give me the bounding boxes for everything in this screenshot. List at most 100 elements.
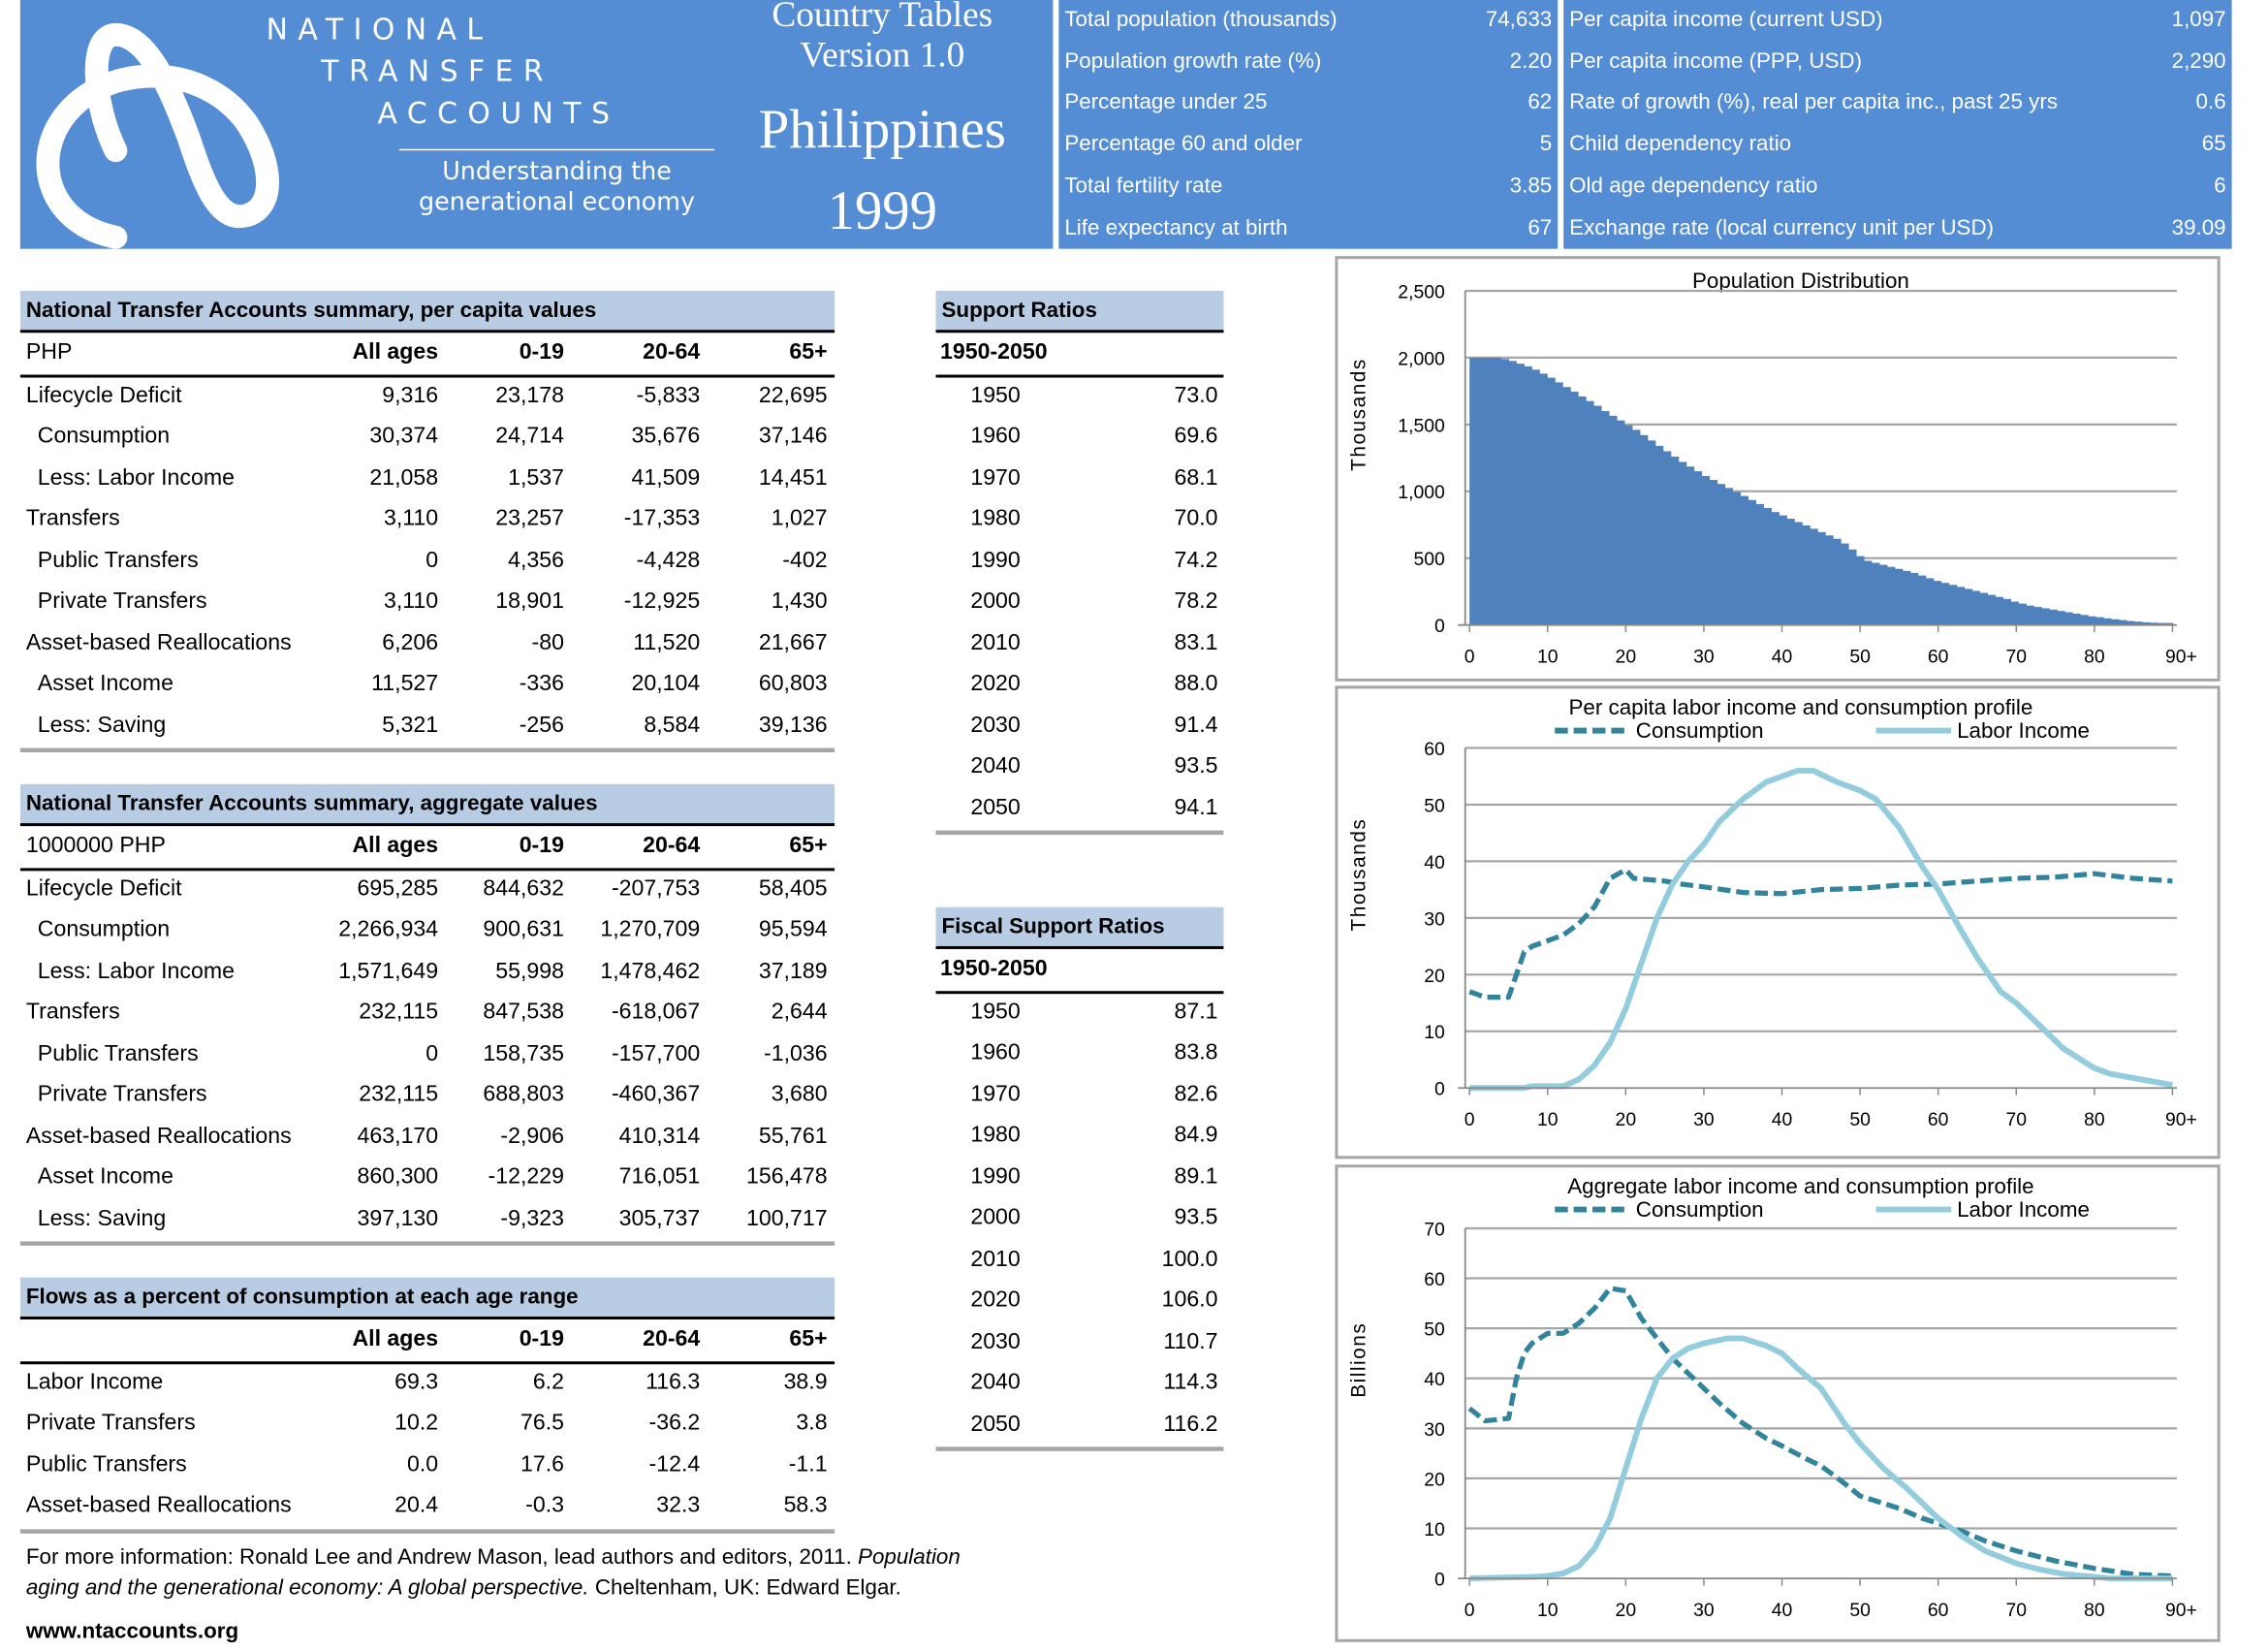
cell-value: 1,478,462 xyxy=(600,958,701,984)
stat-value: 2.20 xyxy=(1509,48,1553,74)
ratio-value: 87.1 xyxy=(1174,999,1218,1024)
population-bar xyxy=(1508,361,1517,625)
population-bar xyxy=(2102,618,2112,625)
cell-value: 2,266,934 xyxy=(338,917,439,942)
ratio-row: 2020 88.0 xyxy=(936,664,1225,705)
column-header: 0-19 xyxy=(519,1326,564,1351)
population-bar xyxy=(1538,373,1548,625)
stat-value: 0.6 xyxy=(2195,90,2226,115)
cell-value: 2,644 xyxy=(771,1000,828,1025)
population-bar xyxy=(1709,480,1718,625)
cell-value: 100,717 xyxy=(745,1205,828,1231)
table-row: Labor Income 69.3 6.2 116.3 38.9 xyxy=(0,1362,839,1403)
population-bar xyxy=(1616,420,1625,625)
population-bar xyxy=(1748,499,1756,625)
population-bar xyxy=(1956,587,1966,625)
x-tick-label: 0 xyxy=(1465,646,1475,667)
ratio-value: 93.5 xyxy=(1174,1205,1218,1230)
population-bar xyxy=(1863,560,1873,625)
citation-title: Population xyxy=(858,1544,961,1571)
y-tick-label: 30 xyxy=(1424,908,1445,930)
cell-value: -12.4 xyxy=(648,1451,701,1477)
tagline-line: Understanding the xyxy=(442,157,672,187)
cell-value: 4,356 xyxy=(508,547,564,573)
x-tick-label: 20 xyxy=(1616,646,1637,667)
ratio-value: 73.0 xyxy=(1174,382,1218,408)
table-row: Less: Saving 5,321 -256 8,584 39,136 xyxy=(0,705,839,746)
row-label: Transfers xyxy=(25,1000,120,1025)
row-label: Private Transfers xyxy=(37,1082,207,1107)
ratio-row: 1980 70.0 xyxy=(936,499,1225,540)
population-bar xyxy=(1940,583,1950,625)
cell-value: 32.3 xyxy=(656,1493,701,1518)
population-bar xyxy=(1909,572,1919,625)
website-link[interactable]: www.ntaccounts.org xyxy=(25,1618,239,1644)
population-bar xyxy=(2110,619,2120,625)
row-label: Less: Labor Income xyxy=(37,958,235,984)
unit-label: 1000000 PHP xyxy=(25,833,166,858)
cell-value: 69.3 xyxy=(394,1369,439,1394)
divider xyxy=(19,867,835,871)
stat-value: 6 xyxy=(2214,173,2226,199)
population-bar xyxy=(1493,357,1501,625)
stat-label: Population growth rate (%) xyxy=(1064,48,1322,74)
ratio-year: 1960 xyxy=(970,424,1021,449)
logo-text-line: ACCOUNTS xyxy=(377,95,620,131)
cell-value: 860,300 xyxy=(357,1164,439,1190)
population-bar xyxy=(2018,603,2027,625)
y-axis-label: Thousands xyxy=(1348,818,1370,932)
population-bar xyxy=(1809,528,1818,625)
cell-value: 158,735 xyxy=(483,1040,564,1066)
population-bar xyxy=(1585,400,1594,625)
ratio-value: 114.3 xyxy=(1163,1370,1218,1395)
ratio-year: 1960 xyxy=(970,1039,1021,1065)
stat-label: Percentage 60 and older xyxy=(1064,131,1303,157)
table-title-per_capita: National Transfer Accounts summary, per … xyxy=(19,290,835,334)
y-tick-label: 2,500 xyxy=(1398,281,1445,302)
population-bar xyxy=(1662,451,1672,625)
divider xyxy=(935,373,1224,377)
cell-value: 695,285 xyxy=(357,875,439,901)
population-bar xyxy=(2087,616,2096,625)
cell-value: 232,115 xyxy=(359,1000,439,1025)
cell-value: -12,229 xyxy=(488,1164,564,1190)
table-row: Lifecycle Deficit 9,316 23,178 -5,833 22,695 xyxy=(0,375,839,416)
population-bar xyxy=(1855,556,1865,625)
row-label: Private Transfers xyxy=(37,588,207,614)
cell-value: 463,170 xyxy=(357,1123,439,1149)
logo-text-line: NATIONAL xyxy=(266,11,493,47)
cell-value: 397,130 xyxy=(357,1205,439,1231)
legend-label: Labor Income xyxy=(1957,1197,2090,1222)
cell-value: 37,189 xyxy=(758,958,828,984)
ratio-value: 83.1 xyxy=(1174,629,1218,655)
y-tick-label: 1,000 xyxy=(1398,482,1445,503)
divider xyxy=(19,1360,835,1364)
ratio-year: 1970 xyxy=(970,464,1021,491)
row-label: Asset Income xyxy=(37,1164,173,1190)
row-label: Asset-based Reallocations xyxy=(25,1123,292,1149)
ratio-row: 2040 93.5 xyxy=(936,747,1225,787)
stat-row: Old age dependency ratio 6 xyxy=(1563,166,2231,206)
x-tick-label: 20 xyxy=(1616,1109,1637,1130)
table-title-aggregate: National Transfer Accounts summary, aggr… xyxy=(19,783,835,827)
population-distribution-chart: Population Distribution Thousands 0 500 1,00… xyxy=(1335,256,2221,682)
logo-text-line: TRANSFER xyxy=(321,53,554,89)
stat-value: 3.85 xyxy=(1509,173,1553,199)
y-tick-label: 40 xyxy=(1424,852,1445,874)
ratio-row: 1960 83.8 xyxy=(936,1033,1225,1074)
ratio-row: 1960 69.6 xyxy=(936,417,1225,458)
population-bar xyxy=(1608,415,1618,625)
ratio-value: 74.2 xyxy=(1174,547,1218,573)
table-row: Transfers 232,115 847,538 -618,067 2,644 xyxy=(0,993,839,1033)
y-axis-label: Thousands xyxy=(1348,358,1370,471)
cell-value: 1,027 xyxy=(771,506,828,531)
cell-value: -12,925 xyxy=(623,588,701,614)
cell-value: 3,110 xyxy=(383,588,439,614)
x-tick-label: 90+ xyxy=(2165,646,2197,667)
column-header: 0-19 xyxy=(519,339,564,365)
row-label: Less: Saving xyxy=(37,712,167,738)
population-bar xyxy=(1530,369,1540,625)
x-tick-label: 30 xyxy=(1693,1109,1715,1130)
citation-title: aging and the generational economy: A gl… xyxy=(25,1575,589,1601)
table-bottom-rule xyxy=(19,747,835,752)
